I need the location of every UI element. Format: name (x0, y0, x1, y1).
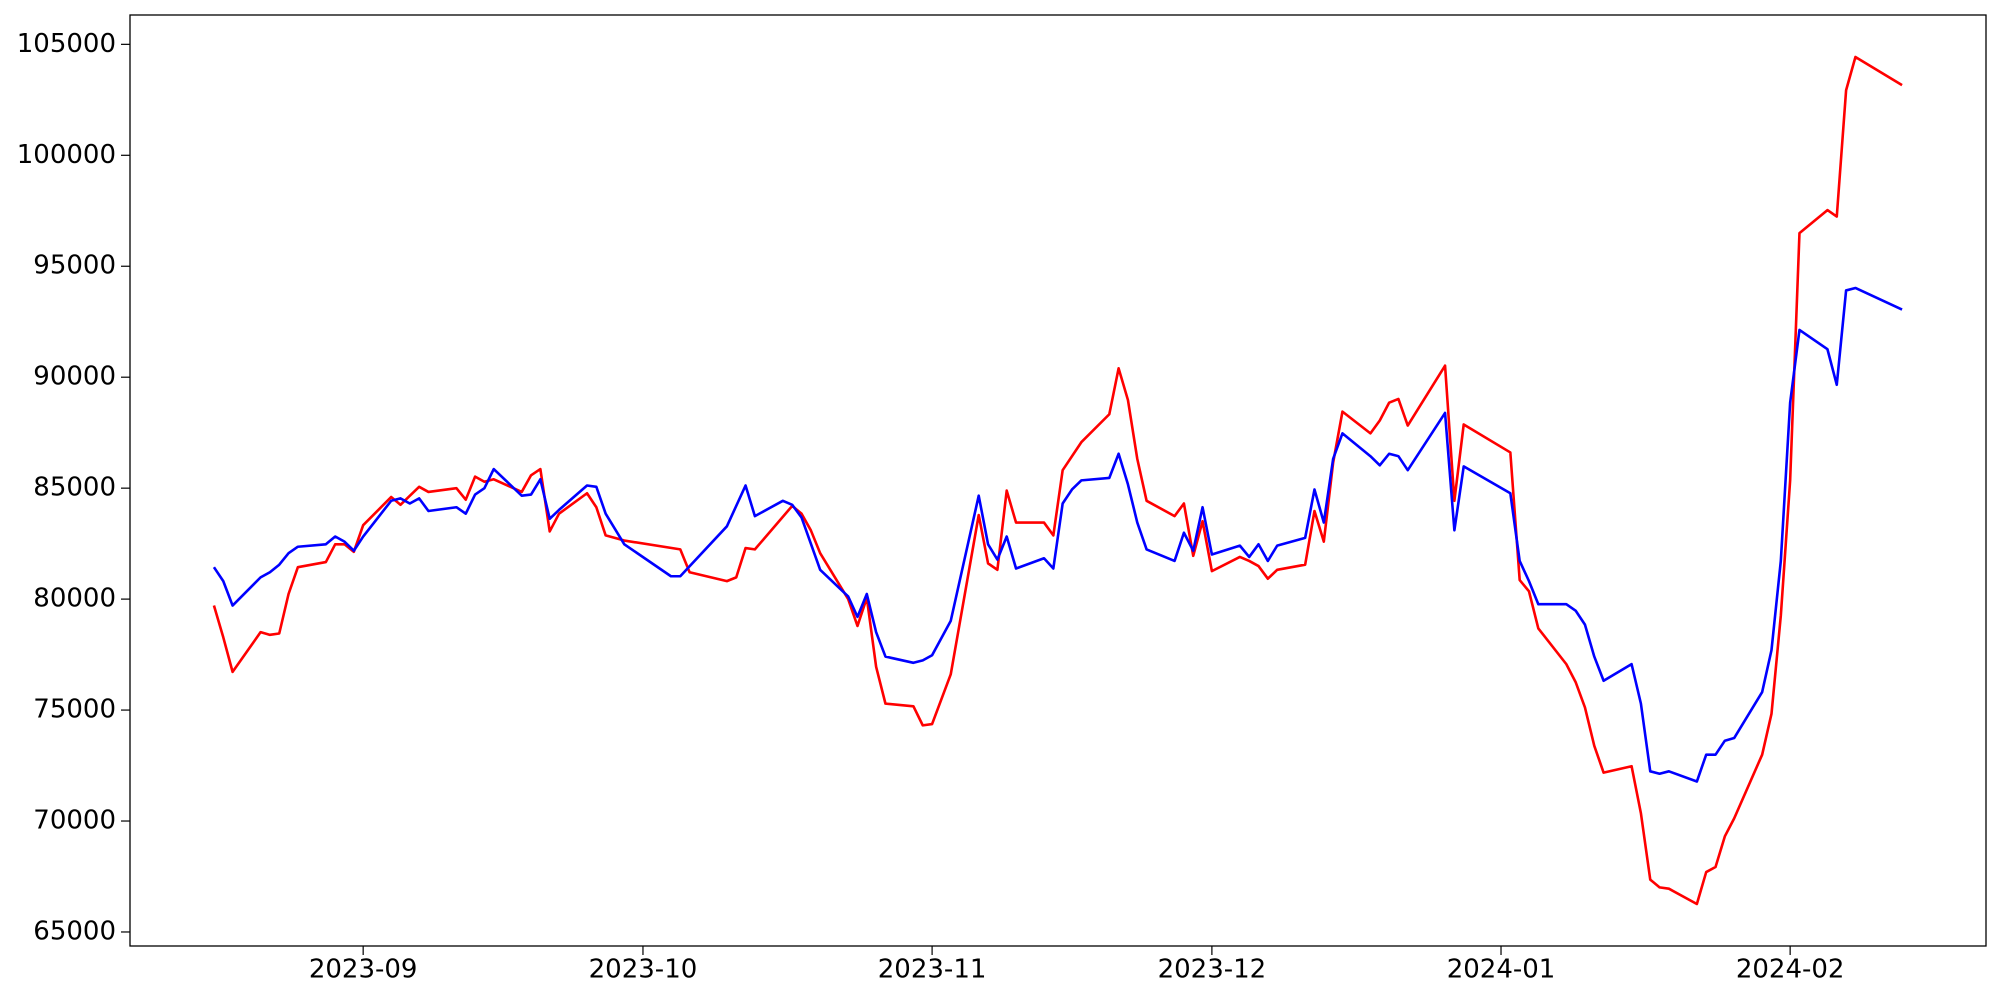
series-line (212, 286, 1903, 783)
x-tick-label: 2023-11 (878, 955, 987, 985)
x-tick-label: 2023-10 (589, 955, 698, 985)
series-line (212, 55, 1903, 906)
y-tick-label: 75000 (33, 695, 116, 725)
y-tick-label: 70000 (33, 806, 116, 836)
x-tick-label: 2024-01 (1447, 955, 1556, 985)
plot-frame (129, 14, 1987, 947)
y-tick-label: 95000 (33, 251, 116, 281)
x-tick-label: 2024-02 (1736, 955, 1845, 985)
y-tick-label: 100000 (17, 140, 116, 170)
y-tick-label: 80000 (33, 584, 116, 614)
x-tick-label: 2023-12 (1158, 955, 1267, 985)
y-tick-label: 65000 (33, 916, 116, 946)
y-tick-label: 85000 (33, 473, 116, 503)
x-tick-label: 2023-09 (309, 955, 418, 985)
y-tick-label: 105000 (17, 29, 116, 59)
y-tick-label: 90000 (33, 362, 116, 392)
